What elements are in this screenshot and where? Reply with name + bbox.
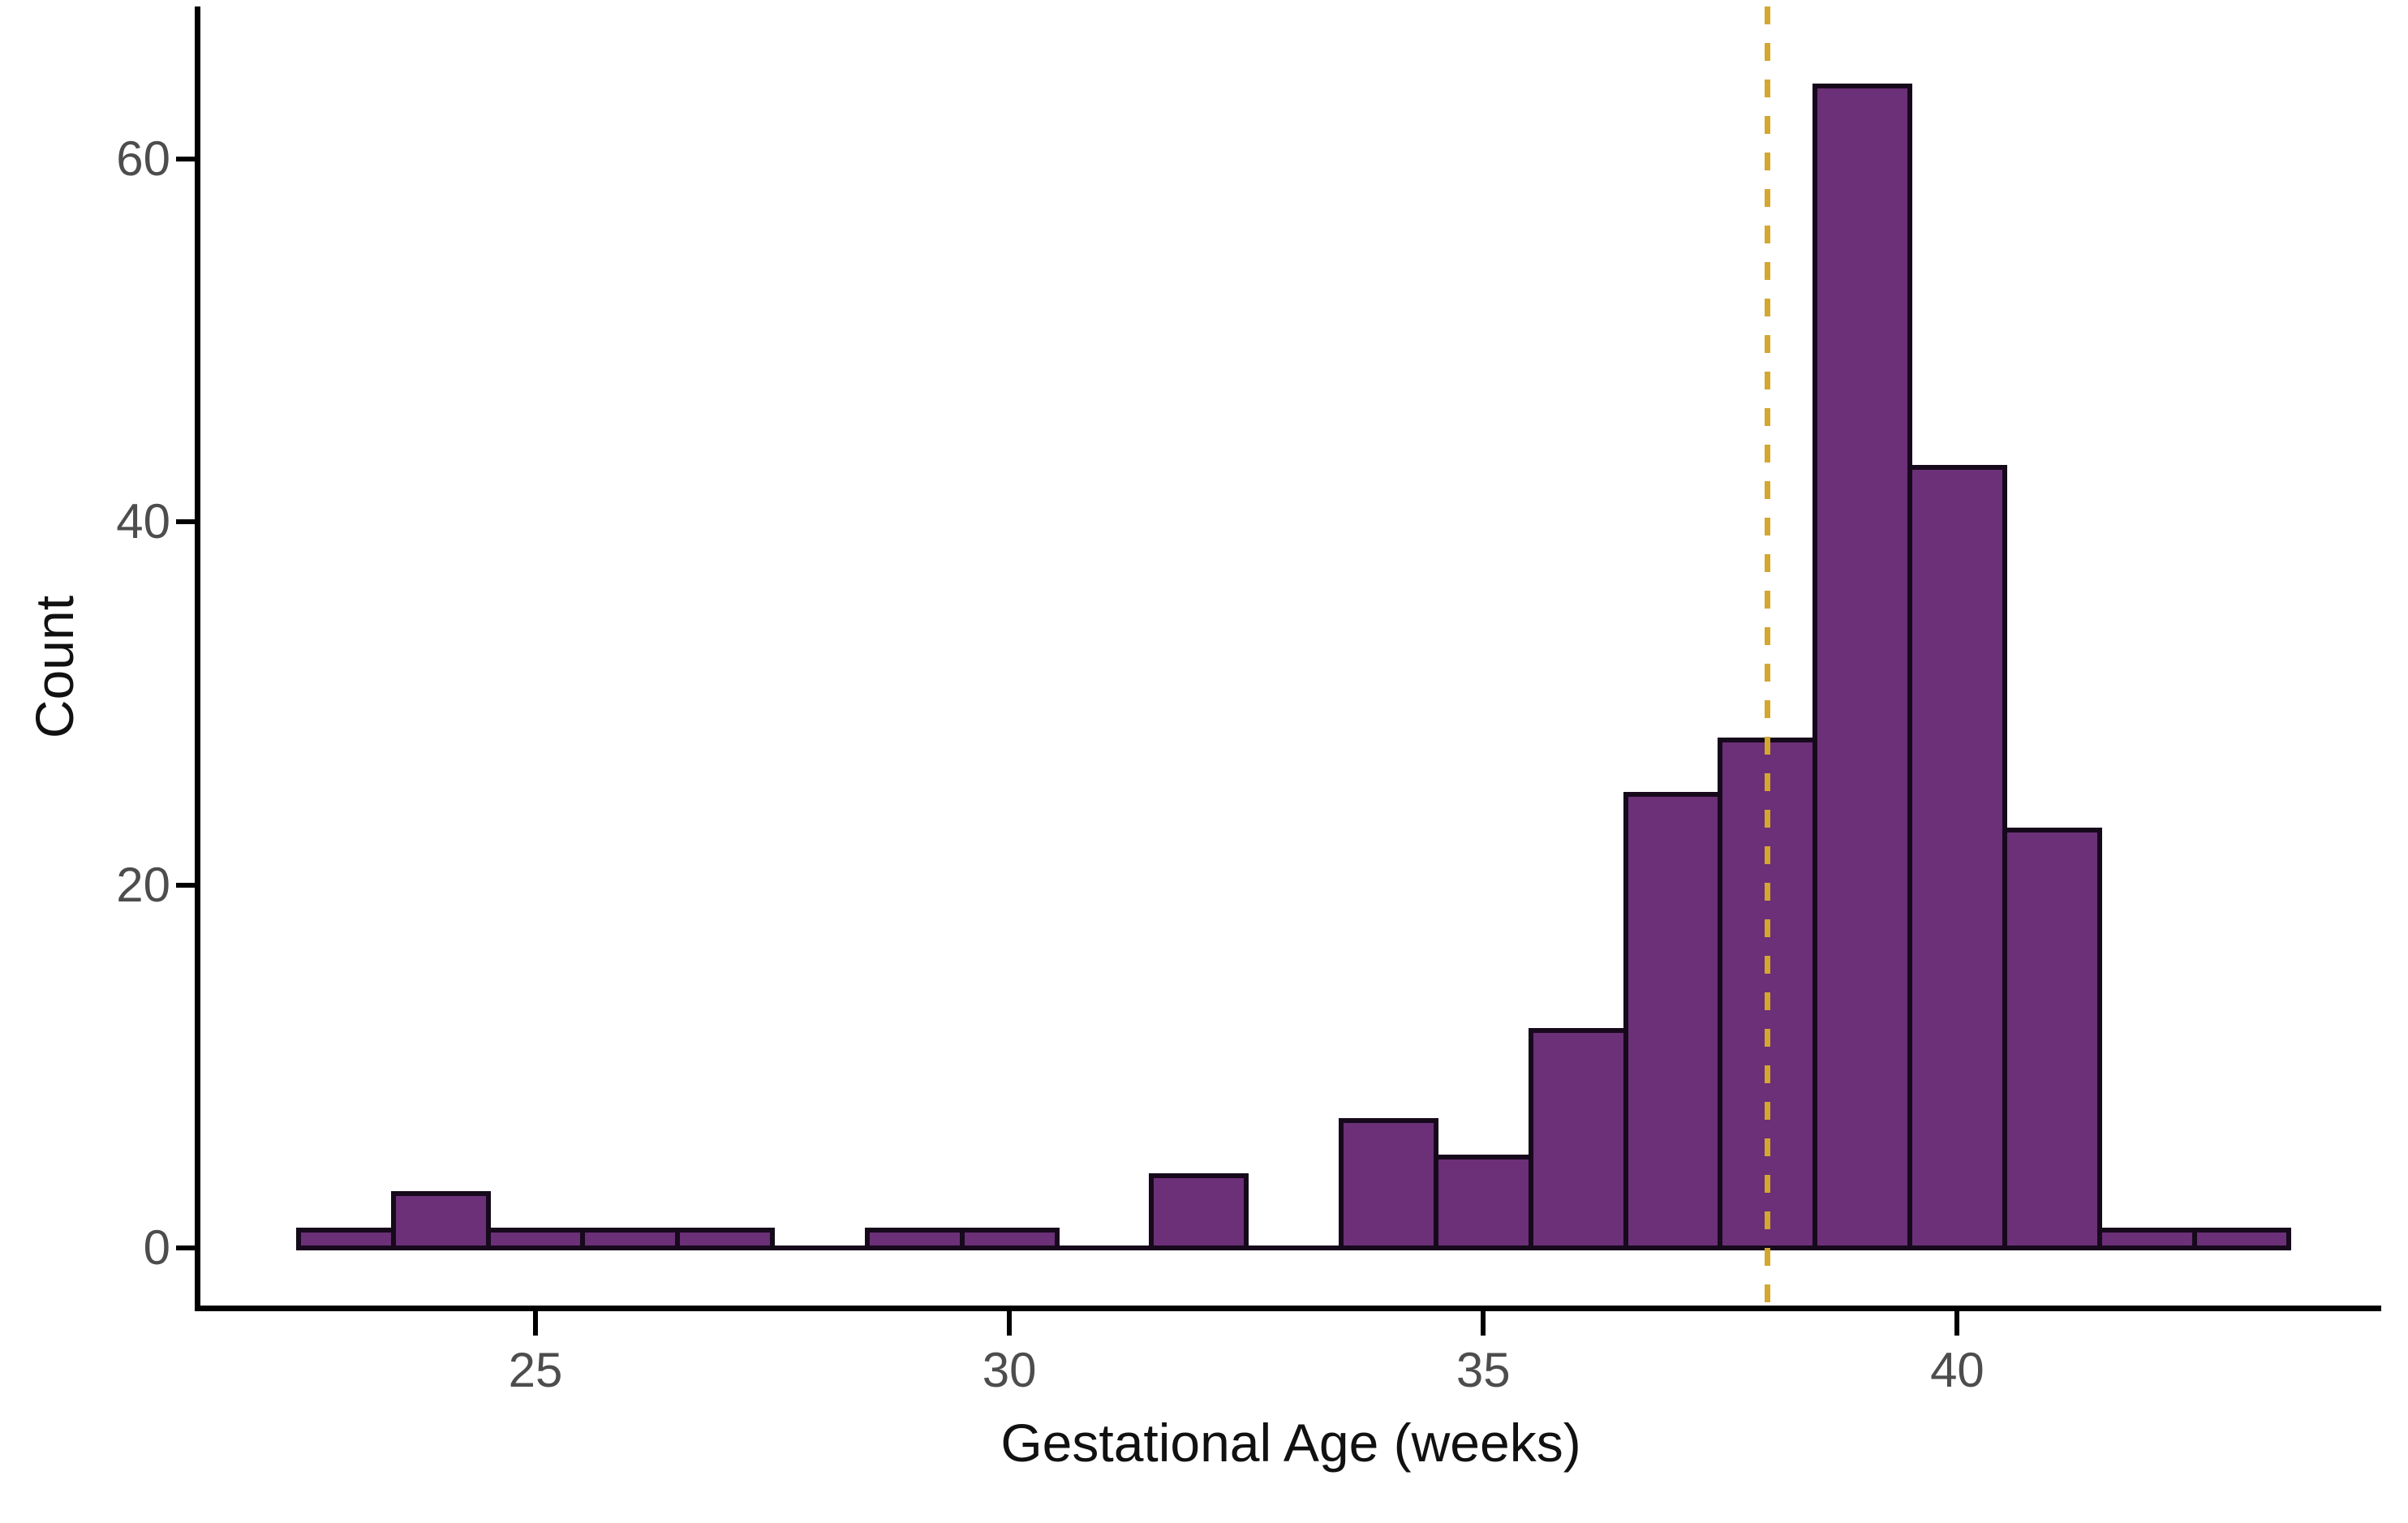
histogram-bar — [1528, 1027, 1628, 1250]
histogram-bar — [1149, 1172, 1249, 1250]
histogram-bar — [2096, 1227, 2197, 1250]
y-tick-mark — [176, 882, 195, 888]
histogram-bar — [1339, 1118, 1438, 1250]
y-tick-label: 40 — [116, 494, 170, 549]
histogram-bar — [675, 1227, 776, 1250]
histogram-bar — [2191, 1227, 2292, 1250]
x-tick-label: 25 — [508, 1343, 563, 1397]
y-tick-mark — [176, 519, 195, 525]
histogram-bar — [390, 1190, 491, 1250]
histogram-bar — [1623, 791, 1723, 1250]
histogram-bar — [864, 1227, 965, 1250]
histogram-bar — [485, 1227, 586, 1250]
histogram-bar — [2002, 828, 2102, 1250]
x-axis-title: Gestational Age (weeks) — [1000, 1413, 1581, 1473]
y-axis-title: Count — [24, 595, 84, 739]
histogram-bar — [1812, 84, 1913, 1250]
histogram-bar — [1433, 1155, 1533, 1250]
x-axis-line — [195, 1306, 2381, 1311]
x-tick-mark — [1954, 1311, 1960, 1336]
x-tick-label: 35 — [1456, 1343, 1511, 1397]
histogram-bar — [580, 1227, 681, 1250]
x-tick-mark — [533, 1311, 538, 1336]
y-tick-label: 20 — [116, 857, 170, 912]
x-tick-mark — [1481, 1311, 1486, 1336]
histogram-bar — [295, 1227, 396, 1250]
x-tick-mark — [1007, 1311, 1013, 1336]
y-tick-label: 60 — [116, 131, 170, 186]
empty-bin-segment — [1054, 1246, 1155, 1250]
y-axis-line — [195, 6, 200, 1311]
histogram-bar — [1907, 465, 2007, 1250]
empty-bin-segment — [1244, 1246, 1344, 1250]
reference-line — [1765, 6, 1771, 1311]
x-tick-label: 40 — [1930, 1343, 1984, 1397]
y-tick-mark — [176, 1246, 195, 1250]
histogram-bar — [959, 1227, 1060, 1250]
y-tick-mark — [176, 156, 195, 161]
x-tick-label: 30 — [982, 1343, 1037, 1397]
y-tick-label: 0 — [143, 1220, 170, 1275]
empty-bin-segment — [770, 1246, 870, 1250]
